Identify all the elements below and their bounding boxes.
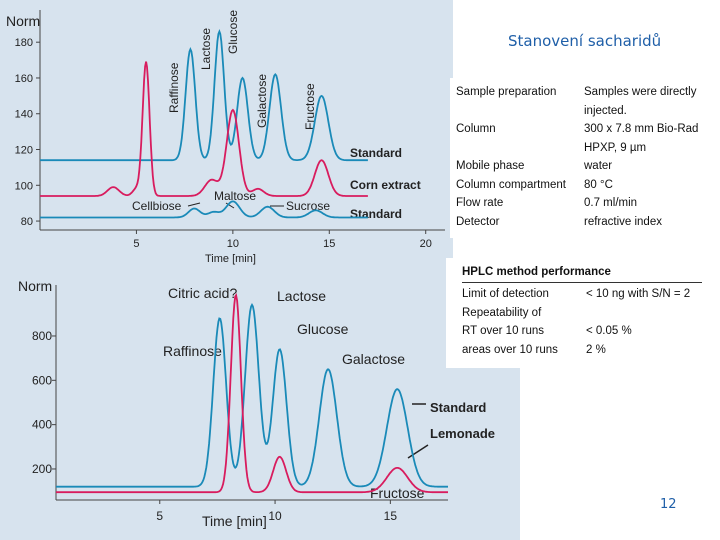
param-label: Detector xyxy=(456,215,500,228)
chart1-y-tick-label: 100 xyxy=(15,180,33,192)
chart1-y-tick-label: 180 xyxy=(15,37,33,49)
param-value: 300 x 7.8 mm Bio-Rad xyxy=(584,123,699,135)
bottom-peak-label-raffinose: Raffinose xyxy=(163,343,222,359)
chart1-y-tick-label: 140 xyxy=(15,109,33,121)
bottom-peak-label-fructose: Fructose xyxy=(370,485,425,501)
top-legend-standard-1: Standard xyxy=(350,146,402,160)
chart2-x-tick-label: 15 xyxy=(384,509,398,523)
bottom-chart-ylabel: Norm xyxy=(18,278,52,294)
top-peak-label-fructose: Fructose xyxy=(303,83,317,130)
chart2-x-tick-label: 5 xyxy=(156,509,163,523)
chart1-y-tick-label: 160 xyxy=(15,73,33,85)
chart1-x-tick-label: 10 xyxy=(227,238,239,250)
chart2-series-1-line xyxy=(56,303,448,488)
bottom-legend-standard: Standard xyxy=(430,400,486,415)
performance-label: Limit of detection xyxy=(462,288,549,300)
param-value: 0.7 ml/min xyxy=(584,197,638,209)
param-value: injected. xyxy=(584,104,627,117)
performance-value: < 0.05 % xyxy=(586,325,632,337)
performance-label: areas over 10 runs xyxy=(462,343,558,356)
chart1-series-2-line xyxy=(40,61,368,197)
top-maltose-leader xyxy=(225,202,235,209)
performance-value: 2 % xyxy=(586,343,606,356)
bottom-peak-label-lactose: Lactose xyxy=(277,288,326,304)
top-peak-label-glucose: Glucose xyxy=(226,10,240,54)
chart1-series-3-line xyxy=(40,200,368,219)
top-peak-label-cellbiose: Cellbiose xyxy=(132,199,182,213)
method-performance-table: HPLC method performance Limit of detecti… xyxy=(446,258,712,368)
param-label: Column xyxy=(456,123,496,135)
param-value: water xyxy=(584,160,613,172)
top-peak-label-sucrose: Sucrose xyxy=(286,199,330,213)
param-label: Sample preparation xyxy=(456,86,557,98)
param-label: Mobile phase xyxy=(456,160,525,172)
slide-title: Stanovení sacharidů xyxy=(508,32,662,50)
chart1-y-tick-label: 80 xyxy=(21,216,33,228)
top-peak-label-lactose: Lactose xyxy=(199,28,213,70)
top-peak-label-raffinose: Raffinose xyxy=(167,62,181,113)
bottom-chart-xlabel: Time [min] xyxy=(202,513,267,529)
chart1-x-tick-label: 20 xyxy=(420,238,432,250)
param-value: Samples were directly xyxy=(584,86,697,98)
chart1-x-tick-label: 5 xyxy=(133,238,139,250)
top-chart-ylabel: Norm xyxy=(6,13,40,29)
performance-label: RT over 10 runs xyxy=(462,325,545,337)
performance-value: < 10 ng with S/N = 2 xyxy=(586,288,691,300)
bottom-peak-label-citric-acid: Citric acid? xyxy=(168,285,237,301)
bottom-chart-panel xyxy=(0,270,520,540)
bottom-lemonade-leader xyxy=(407,444,429,459)
top-legend-corn-extract: Corn extract xyxy=(350,178,421,192)
chart2-series-2-line xyxy=(56,293,448,494)
chart2-y-tick-label: 400 xyxy=(32,418,52,432)
chart1-x-tick-label: 15 xyxy=(323,238,335,250)
performance-title-rule xyxy=(462,282,702,283)
param-value: refractive index xyxy=(584,215,662,228)
chart2-y-tick-label: 800 xyxy=(32,329,52,343)
method-parameters-table: Sample preparation Samples were directly i… xyxy=(450,78,716,238)
chart2-x-tick-label: 10 xyxy=(268,509,282,523)
bottom-peak-label-glucose: Glucose xyxy=(297,321,349,337)
top-chart-xlabel: Time [min] xyxy=(205,253,256,265)
top-chart-panel xyxy=(0,0,453,270)
top-peak-label-maltose: Maltose xyxy=(214,189,256,203)
bottom-peak-label-galactose: Galactose xyxy=(342,351,405,367)
performance-label: Repeatability of xyxy=(462,306,542,319)
top-legend-standard-2: Standard xyxy=(350,207,402,221)
top-peak-label-galactose: Galactose xyxy=(255,74,269,128)
bottom-legend-lemonade: Lemonade xyxy=(430,426,495,441)
page-number: 12 xyxy=(660,497,677,512)
param-label: Flow rate xyxy=(456,197,504,209)
chart2-y-tick-label: 600 xyxy=(32,373,52,387)
top-cellbiose-leader xyxy=(187,202,201,207)
performance-table-title: HPLC method performance xyxy=(462,266,611,278)
param-value: 80 °C xyxy=(584,178,613,191)
chart1-series-1-line xyxy=(40,28,368,162)
param-label: Column compartment xyxy=(456,178,566,191)
param-value: HPXP, 9 µm xyxy=(584,141,647,154)
chart2-y-tick-label: 200 xyxy=(32,462,52,476)
chart1-y-tick-label: 120 xyxy=(15,145,33,157)
